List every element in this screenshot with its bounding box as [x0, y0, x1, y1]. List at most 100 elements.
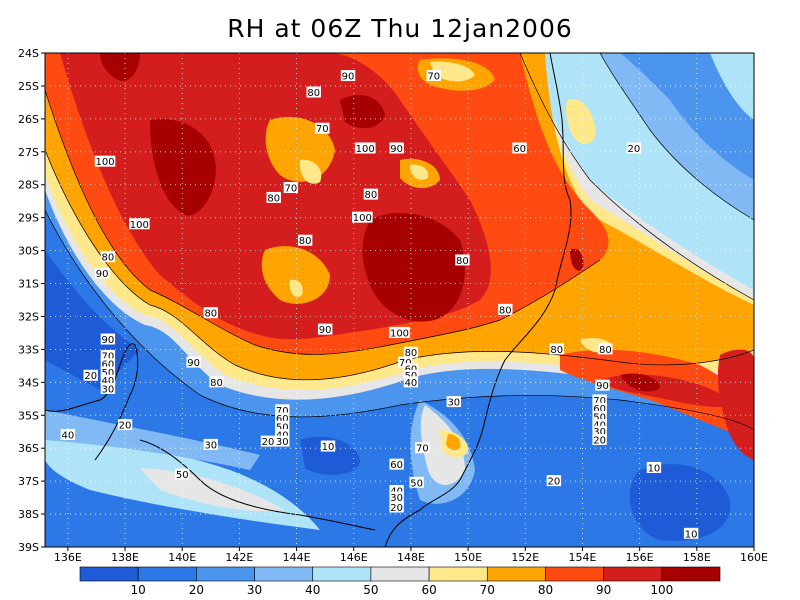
- x-tick-label: 138E: [111, 551, 139, 564]
- axes: 136E 138E 140E 142E 144E 146E 148E 150E 152E 154E…: [18, 47, 768, 564]
- x-tick-label: 152E: [511, 551, 539, 564]
- contour-label-bg: [266, 191, 281, 203]
- contour-label: 100: [353, 213, 372, 224]
- contour-label: 70: [416, 444, 429, 455]
- contour-label-bg: [315, 122, 330, 134]
- contour-label-bg: [403, 369, 419, 381]
- contour-label-bg: [100, 349, 116, 361]
- x-tick-label: 146E: [340, 551, 368, 564]
- colorbar-swatch: [661, 566, 721, 582]
- contour-label-bg: [186, 356, 201, 368]
- contour-label-bg: [94, 267, 110, 279]
- contour-label: 20: [262, 437, 275, 448]
- y-tick-label: 38S: [18, 508, 39, 521]
- contour-label: 50: [593, 412, 606, 423]
- contour-label-bg: [317, 323, 333, 335]
- y-tick-label: 39S: [18, 541, 39, 554]
- contour-label: 80: [102, 253, 115, 264]
- contour-label: 10: [322, 442, 335, 453]
- colorbar-swatch: [137, 566, 197, 582]
- contour-label: 90: [596, 381, 609, 392]
- contour-label-bg: [389, 458, 404, 470]
- band-70-80: [261, 246, 330, 304]
- contour-labels: 90 70 80 70 100 90 60 20 100 70 80 80 100 100 80 80 90 80…: [60, 70, 699, 540]
- y-tick-label: 35S: [18, 409, 39, 422]
- contour-label-bg: [389, 501, 404, 513]
- band-lt-10: [45, 250, 140, 390]
- contour-label: 20: [119, 421, 132, 432]
- contour: [45, 89, 601, 355]
- y-tick-label: 26S: [18, 113, 39, 126]
- contour-label: 50: [276, 422, 289, 433]
- contour-label-bg: [352, 211, 373, 223]
- contour-label-bg: [275, 412, 290, 424]
- band-gt-100: [362, 212, 465, 322]
- colorbar-swatch: [79, 566, 139, 582]
- contour-label-bg: [275, 435, 290, 447]
- contour-label: 90: [96, 269, 109, 280]
- contour-label: 30: [102, 384, 115, 395]
- contour-label-bg: [297, 234, 313, 246]
- contour-label-bg: [592, 394, 607, 406]
- y-tick-label: 27S: [18, 146, 39, 159]
- contour-label: 100: [130, 220, 149, 231]
- band-gt-100: [340, 95, 385, 129]
- contour-label: 40: [405, 378, 418, 389]
- contour-label-bg: [100, 333, 116, 345]
- colorbar-swatch: [486, 566, 546, 582]
- contour-label: 10: [685, 529, 698, 540]
- contour-label-bg: [592, 433, 607, 445]
- coastline: [139, 439, 376, 531]
- x-tick-label: 150E: [454, 551, 482, 564]
- contour-label: 30: [390, 493, 403, 504]
- contour-label-bg: [203, 307, 219, 319]
- contour-label-bg: [203, 438, 219, 450]
- colorbar-label: 40: [305, 583, 320, 597]
- y-tick-label: 24S: [18, 47, 39, 60]
- contour-label: 80: [307, 88, 320, 99]
- colorbar-label: 20: [189, 583, 204, 597]
- contour-label-bg: [403, 376, 419, 388]
- contour-label-bg: [415, 442, 430, 454]
- colorbar-swatch: [370, 566, 430, 582]
- contour-label-bg: [389, 142, 404, 154]
- contour-label-bg: [598, 343, 613, 355]
- chart-title: RH at 06Z Thu 12jan2006: [227, 14, 573, 43]
- colorbar-label: 60: [421, 583, 436, 597]
- y-tick-label: 33S: [18, 343, 39, 356]
- contour-label-bg: [626, 142, 642, 154]
- y-tick-label: 28S: [18, 179, 39, 192]
- band-30-40: [45, 410, 260, 470]
- contour-label: 90: [102, 335, 115, 346]
- contour-label-bg: [389, 326, 410, 338]
- contour-label-bg: [100, 366, 116, 378]
- x-tick-label: 154E: [568, 551, 596, 564]
- y-tick-label: 37S: [18, 475, 39, 488]
- contour-label: 60: [593, 404, 606, 415]
- y-tick-label: 29S: [18, 212, 39, 225]
- contour-label-bg: [129, 218, 150, 230]
- contour-label-bg: [683, 527, 699, 539]
- y-tick-label: 34S: [18, 376, 39, 389]
- contour-label-bg: [320, 440, 336, 452]
- band-60-70: [565, 99, 596, 145]
- colorbar-swatch: [196, 566, 255, 582]
- contour-label-bg: [455, 254, 470, 266]
- contour-label-bg: [275, 404, 290, 416]
- colorbar-label: 10: [131, 583, 146, 597]
- x-tick-label: 158E: [683, 551, 711, 564]
- contour-label-bg: [275, 429, 290, 441]
- y-tick-label: 31S: [18, 278, 39, 291]
- contour-label: 10: [648, 463, 661, 474]
- band-gt-100: [570, 248, 584, 271]
- colorbar-swatch: [428, 566, 488, 582]
- contour-label: 20: [628, 144, 641, 155]
- band-gt-100: [100, 53, 140, 81]
- contour-label: 80: [405, 348, 418, 359]
- contour-label: 50: [410, 478, 423, 489]
- contour-label-bg: [403, 346, 419, 358]
- contour-label-bg: [389, 485, 404, 497]
- colorbar-label: 70: [480, 583, 495, 597]
- contour-label: 90: [342, 72, 355, 83]
